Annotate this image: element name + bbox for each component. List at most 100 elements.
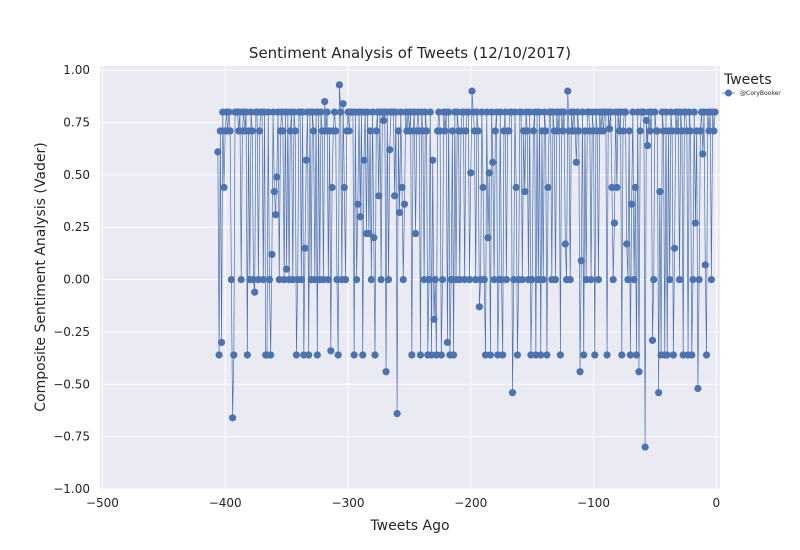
- y-tick-label: 0.25: [63, 220, 90, 234]
- data-point: [243, 351, 251, 359]
- data-point: [391, 192, 399, 200]
- data-point: [350, 351, 358, 359]
- data-point: [310, 127, 318, 135]
- x-tick-label: 0: [712, 496, 720, 510]
- data-point: [271, 211, 280, 219]
- data-point: [448, 127, 456, 135]
- data-point: [268, 250, 276, 259]
- x-axis-label: Tweets Ago: [369, 518, 449, 534]
- data-point: [479, 183, 487, 192]
- data-point: [580, 351, 588, 359]
- x-tick-label: −500: [86, 496, 119, 510]
- legend-entry-corybooker: @CoryBooker: [740, 90, 781, 97]
- data-point: [577, 257, 585, 265]
- data-point: [475, 303, 483, 311]
- y-axis-label: Composite Sentiment Analysis (Vader): [33, 142, 49, 411]
- data-point: [340, 183, 348, 192]
- data-point: [465, 275, 474, 284]
- data-point: [393, 410, 401, 418]
- data-point: [694, 384, 702, 393]
- data-point: [259, 275, 267, 284]
- data-point: [609, 275, 617, 284]
- data-point: [559, 127, 567, 135]
- data-point: [666, 275, 674, 284]
- data-point: [566, 275, 574, 284]
- data-point: [491, 127, 499, 135]
- data-point: [587, 275, 595, 284]
- data-point: [518, 275, 526, 284]
- data-point: [371, 351, 379, 359]
- data-point: [292, 351, 301, 359]
- data-point: [670, 244, 679, 252]
- data-point: [613, 183, 621, 192]
- data-point: [400, 200, 409, 208]
- data-point: [251, 288, 259, 296]
- data-point: [335, 81, 344, 89]
- data-point: [305, 351, 313, 359]
- data-point: [691, 219, 700, 227]
- data-point: [656, 188, 664, 196]
- data-point: [689, 275, 697, 284]
- data-point: [560, 108, 568, 116]
- data-point: [467, 169, 475, 177]
- data-point: [659, 127, 668, 135]
- data-point: [642, 116, 650, 125]
- data-point: [690, 108, 698, 116]
- data-point: [422, 127, 431, 135]
- y-tick-label: 1.00: [63, 63, 90, 77]
- data-point: [372, 127, 380, 135]
- y-tick-label: 0.50: [63, 168, 90, 182]
- y-tick-label: −0.75: [53, 430, 90, 444]
- data-point: [631, 183, 639, 192]
- data-point: [648, 336, 657, 344]
- data-point: [366, 127, 374, 135]
- data-point: [449, 351, 458, 359]
- data-point: [265, 275, 274, 284]
- data-point: [572, 158, 580, 166]
- data-point: [298, 108, 307, 116]
- data-point: [605, 125, 614, 133]
- data-point: [610, 219, 619, 227]
- data-point: [564, 87, 572, 95]
- data-point: [328, 183, 336, 192]
- data-point: [551, 275, 560, 284]
- data-point: [330, 108, 339, 116]
- data-point: [384, 275, 393, 284]
- data-point: [591, 351, 599, 359]
- data-point: [623, 240, 631, 248]
- data-point: [650, 275, 658, 284]
- data-point: [302, 156, 310, 164]
- data-point: [502, 275, 510, 284]
- data-point: [702, 351, 711, 359]
- data-point: [301, 244, 309, 252]
- data-point: [341, 275, 350, 284]
- data-point: [352, 275, 361, 284]
- y-tick-label: −0.50: [53, 377, 90, 391]
- data-point: [556, 351, 565, 359]
- data-point: [543, 351, 551, 359]
- y-tick-label: −1.00: [53, 482, 90, 496]
- data-point: [297, 275, 305, 284]
- y-tick-label: 0.75: [63, 116, 90, 130]
- data-point: [701, 261, 709, 269]
- data-point: [324, 275, 332, 284]
- data-point: [443, 338, 452, 347]
- data-point: [359, 351, 367, 359]
- data-point: [248, 127, 256, 135]
- data-point: [317, 108, 325, 116]
- data-point: [635, 368, 643, 376]
- data-point: [489, 158, 497, 166]
- y-tick-label: 0.00: [63, 273, 90, 287]
- data-point: [437, 351, 445, 359]
- data-point: [669, 351, 677, 359]
- data-point: [523, 127, 531, 135]
- data-point: [646, 127, 654, 135]
- data-point: [655, 389, 663, 397]
- data-point: [512, 183, 520, 192]
- data-point: [484, 234, 492, 242]
- data-point: [395, 208, 404, 217]
- data-point: [313, 351, 321, 359]
- data-point: [653, 127, 661, 135]
- data-point: [339, 100, 347, 108]
